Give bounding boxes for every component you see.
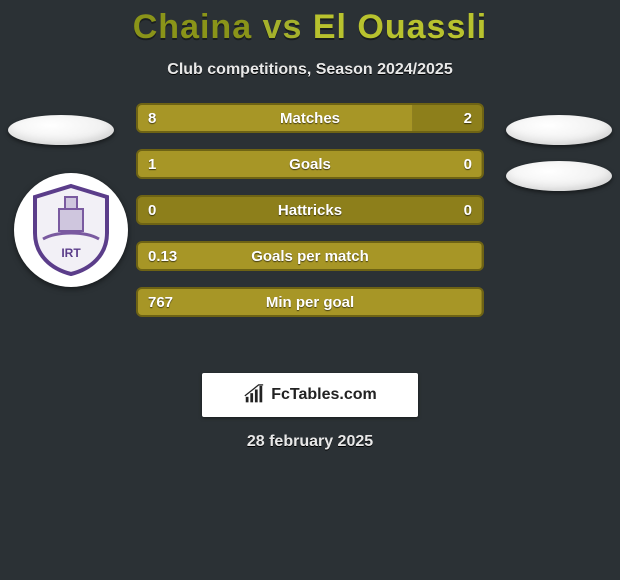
player1-name: Chaina [133,8,252,46]
stat-bar: 1Goals0 [136,149,484,179]
stat-bar: 0.13Goals per match [136,241,484,271]
stat-label: Goals [138,156,482,173]
comparison-stage: IRT 8Matches21Goals00Hattricks00.13Goals… [0,103,620,353]
snapshot-date: 28 february 2025 [0,433,620,451]
brand-text: FcTables.com [271,386,377,404]
stat-right-value: 2 [464,110,472,127]
subtitle: Club competitions, Season 2024/2025 [0,61,620,79]
stat-right-value: 0 [464,156,472,173]
stat-label: Matches [138,110,482,127]
stat-bar: 0Hattricks0 [136,195,484,225]
stat-label: Min per goal [138,294,482,311]
brand-badge: FcTables.com [202,373,418,417]
shield-icon: IRT [29,183,113,277]
stat-bar: 8Matches2 [136,103,484,133]
svg-text:IRT: IRT [61,246,81,260]
avatar-placeholder-left [8,115,114,145]
stat-bar: 767Min per goal [136,287,484,317]
avatar-placeholder-right-1 [506,115,612,145]
avatar-placeholder-right-2 [506,161,612,191]
stat-label: Goals per match [138,248,482,265]
page-title: Chaina vs El Ouassli [0,8,620,47]
stat-right-value: 0 [464,202,472,219]
vs-text: vs [263,8,303,46]
bar-chart-icon [243,384,265,406]
player2-name: El Ouassli [313,8,487,46]
club-badge: IRT [14,173,128,287]
header: Chaina vs El Ouassli Club competitions, … [0,0,620,79]
stat-label: Hattricks [138,202,482,219]
stat-bars: 8Matches21Goals00Hattricks00.13Goals per… [136,103,484,317]
